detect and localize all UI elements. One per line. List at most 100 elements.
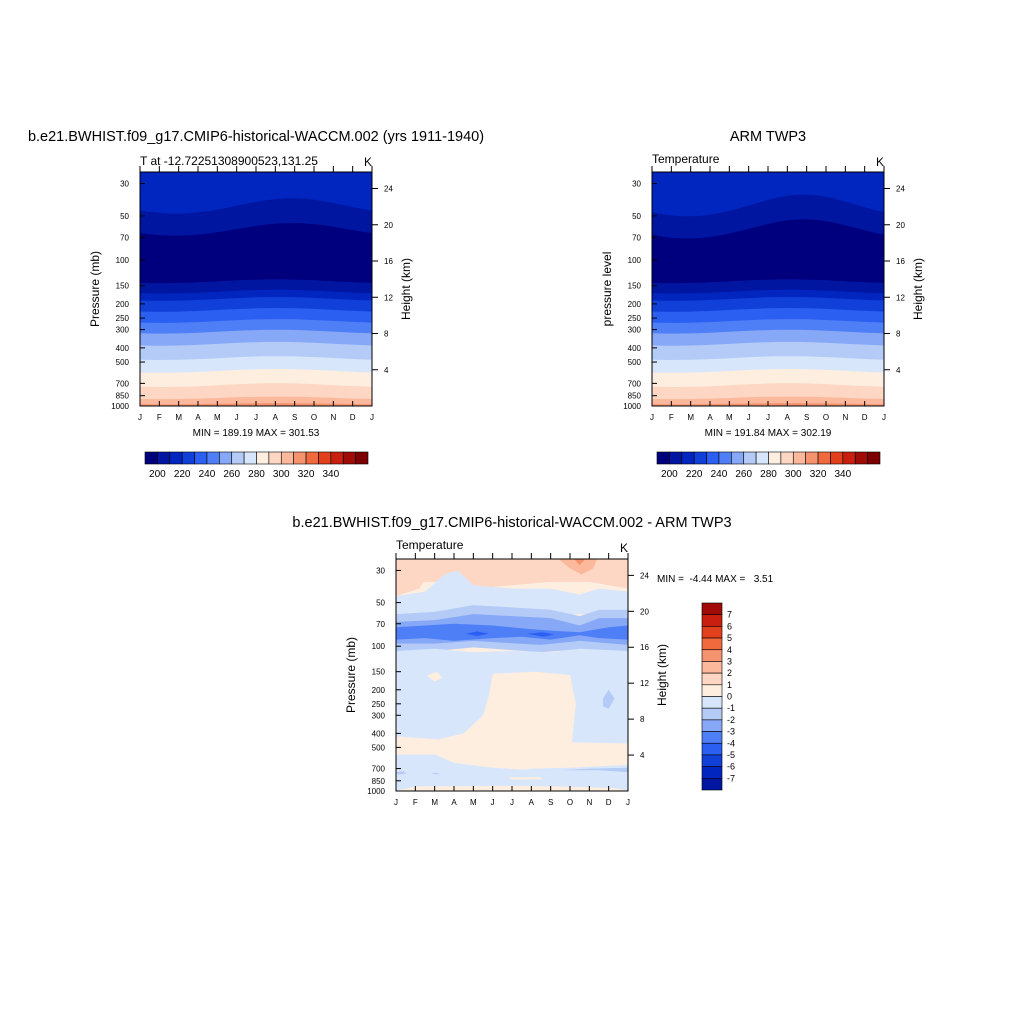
contour-band: [396, 671, 628, 771]
colorbar-box: [755, 451, 769, 465]
panel-obs-ylabel: pressure level: [600, 252, 614, 327]
panel-model-stats: MIN = 189.19 MAX = 301.53: [193, 428, 320, 439]
y-tick-label: 50: [120, 212, 129, 221]
y-tick-label: 400: [628, 344, 642, 353]
y-tick-label: 1000: [111, 402, 129, 411]
y-right-tick-label: 12: [384, 293, 393, 302]
y-tick-label: 500: [372, 743, 386, 752]
colorbar-label: -5: [727, 750, 735, 760]
panel-obs-axes: J F M A M J J A S O N D J 30 50 70 100 150 200 250 300 400 500…: [623, 166, 905, 422]
x-tick-label: M: [214, 413, 221, 422]
x-tick-label: A: [195, 413, 201, 422]
y-right-tick-label: 8: [896, 330, 901, 339]
colorbar-label: -6: [727, 762, 735, 772]
colorbar-box: [256, 451, 270, 465]
colorbar-box: [219, 451, 233, 465]
colorbar-box: [181, 451, 195, 465]
contour-band: [527, 632, 555, 637]
y-right-tick-label: 20: [896, 221, 905, 230]
x-tick-label: D: [862, 413, 868, 422]
y-tick-label: 30: [632, 180, 641, 189]
contour-band: [396, 623, 628, 641]
colorbar-box: [206, 451, 220, 465]
y-tick-label: 50: [632, 212, 641, 221]
x-tick-label: O: [567, 798, 573, 807]
colorbar-box: [701, 742, 723, 756]
y-tick-label: 70: [376, 620, 385, 629]
y-tick-label: 1000: [367, 787, 385, 796]
y-tick-label: 70: [632, 233, 641, 242]
panel-model-subtitle: T at -12.72251308900523,131.25: [140, 154, 318, 168]
x-tick-label: J: [254, 413, 258, 422]
y-tick-label: 250: [116, 314, 130, 323]
colorbar-label: 2: [727, 668, 732, 678]
x-tick-label: O: [311, 413, 317, 422]
colorbar-label: 220: [174, 469, 191, 480]
y-right-tick-label: 4: [640, 751, 645, 760]
colorbar-box: [669, 451, 683, 465]
colorbar-box: [656, 451, 670, 465]
panel-model-units: K: [364, 155, 372, 169]
contour-band: [558, 559, 598, 575]
y-tick-label: 100: [116, 256, 130, 265]
colorbar-box: [701, 637, 723, 651]
x-tick-label: J: [138, 413, 142, 422]
y-tick-label: 100: [372, 642, 386, 651]
colorbar-label: 5: [727, 633, 732, 643]
panel-obs-stats: MIN = 191.84 MAX = 302.19: [705, 428, 832, 439]
contour-band: [396, 559, 427, 596]
x-tick-label: D: [350, 413, 356, 422]
x-tick-label: N: [586, 798, 592, 807]
x-tick-label: F: [669, 413, 674, 422]
colorbar-box: [293, 451, 307, 465]
colorbar-label: 260: [735, 469, 752, 480]
y-tick-label: 250: [628, 314, 642, 323]
panel-diff-field: [396, 559, 628, 791]
panel-diff-subtitle: Temperature: [396, 538, 464, 552]
panel-obs: ARM TWP3 Temperature K J F M A M J J A S O N D J 30 50…: [600, 129, 925, 480]
colorbar-label: 6: [727, 621, 732, 631]
y-tick-label: 300: [372, 711, 386, 720]
x-tick-label: J: [510, 798, 514, 807]
colorbar-box: [701, 649, 723, 662]
x-tick-label: F: [157, 413, 162, 422]
contour-band: [396, 570, 628, 617]
colorbar-box: [318, 451, 332, 465]
panel-model-ylabel: Pressure (mb): [88, 251, 102, 327]
colorbar-box: [169, 451, 183, 465]
colorbar-box: [768, 451, 782, 465]
y-tick-label: 700: [628, 379, 642, 388]
colorbar-box: [701, 672, 723, 686]
x-tick-label: F: [413, 798, 418, 807]
x-tick-label: M: [431, 798, 438, 807]
panel-diff-title: b.e21.BWHIST.f09_g17.CMIP6-historical-WA…: [292, 515, 731, 531]
y-right-tick-label: 16: [896, 257, 905, 266]
colorbar-box: [701, 614, 723, 627]
colorbar-box: [157, 451, 171, 465]
y-tick-label: 850: [116, 392, 130, 401]
contour-band: [465, 631, 489, 636]
colorbar-box: [701, 766, 723, 779]
colorbar-box: [701, 602, 723, 615]
colorbar-box: [355, 451, 369, 465]
y-tick-label: 150: [628, 282, 642, 291]
colorbar-box: [701, 707, 723, 721]
panel-model: b.e21.BWHIST.f09_g17.CMIP6-historical-WA…: [28, 129, 484, 480]
y-tick-label: 30: [376, 566, 385, 575]
x-tick-label: M: [175, 413, 182, 422]
colorbar-box: [280, 451, 294, 465]
colorbar-label: 280: [760, 469, 777, 480]
colorbar-box: [342, 451, 356, 465]
colorbar-label: 0: [727, 692, 732, 702]
colorbar-label: 300: [785, 469, 802, 480]
x-tick-label: A: [785, 413, 791, 422]
x-tick-label: J: [626, 798, 630, 807]
y-right-tick-label: 24: [384, 185, 393, 194]
y-tick-label: 200: [116, 300, 130, 309]
colorbar-box: [701, 754, 723, 767]
colorbar-box: [231, 451, 245, 465]
colorbar-box: [681, 451, 695, 465]
panel-diff-ylabel: Pressure (mb): [344, 637, 358, 713]
contour-band: [430, 772, 441, 775]
contour-band: [602, 689, 615, 709]
